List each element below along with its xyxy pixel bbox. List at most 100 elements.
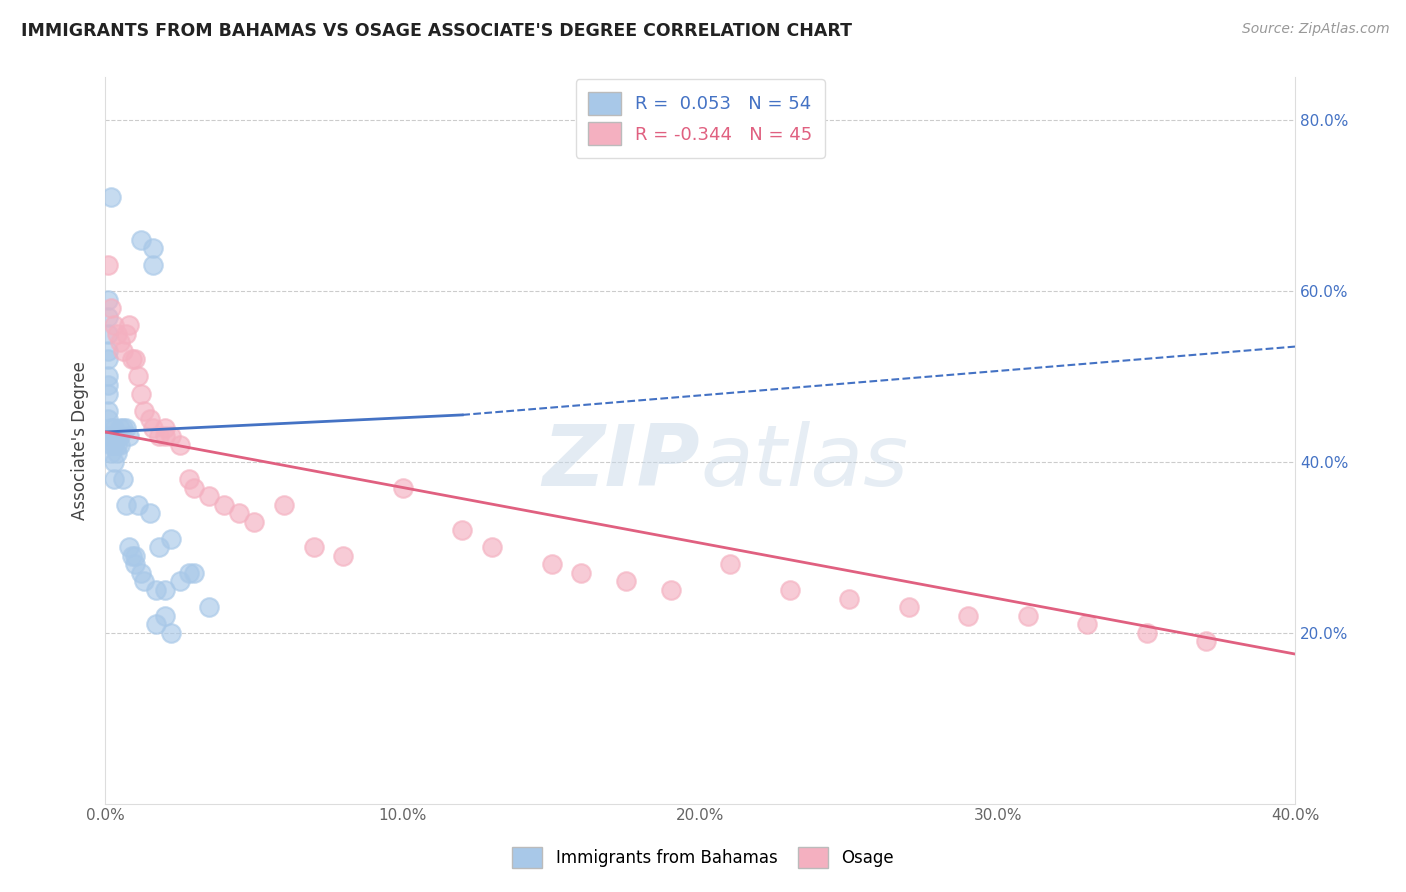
Point	[212, 498, 235, 512]
Point	[569, 566, 592, 580]
Point	[153, 608, 176, 623]
Point	[100, 301, 122, 315]
Point	[718, 558, 741, 572]
Point	[198, 489, 221, 503]
Text: IMMIGRANTS FROM BAHAMAS VS OSAGE ASSOCIATE'S DEGREE CORRELATION CHART: IMMIGRANTS FROM BAHAMAS VS OSAGE ASSOCIA…	[21, 22, 852, 40]
Point	[115, 326, 138, 341]
Point	[97, 378, 120, 392]
Point	[97, 343, 120, 358]
Point	[132, 403, 155, 417]
Text: atlas: atlas	[700, 421, 908, 504]
Point	[97, 412, 120, 426]
Point	[115, 498, 138, 512]
Text: ZIP: ZIP	[543, 421, 700, 504]
Legend: Immigrants from Bahamas, Osage: Immigrants from Bahamas, Osage	[506, 840, 900, 875]
Point	[105, 438, 128, 452]
Point	[183, 566, 205, 580]
Point	[108, 335, 131, 350]
Point	[118, 318, 141, 333]
Point	[121, 352, 143, 367]
Point	[1017, 608, 1039, 623]
Point	[169, 438, 191, 452]
Point	[153, 429, 176, 443]
Point	[115, 421, 138, 435]
Point	[302, 541, 325, 555]
Point	[145, 582, 167, 597]
Point	[177, 566, 200, 580]
Point	[97, 403, 120, 417]
Point	[97, 429, 120, 443]
Point	[127, 498, 149, 512]
Point	[159, 532, 181, 546]
Point	[132, 574, 155, 589]
Point	[100, 421, 122, 435]
Point	[142, 241, 165, 255]
Point	[451, 523, 474, 537]
Point	[169, 574, 191, 589]
Point	[118, 541, 141, 555]
Point	[105, 429, 128, 443]
Point	[112, 421, 135, 435]
Point	[97, 386, 120, 401]
Point	[659, 582, 682, 597]
Point	[332, 549, 354, 563]
Point	[142, 259, 165, 273]
Point	[97, 326, 120, 341]
Point	[779, 582, 801, 597]
Point	[139, 412, 162, 426]
Point	[97, 293, 120, 307]
Point	[97, 352, 120, 367]
Point	[100, 446, 122, 460]
Point	[159, 429, 181, 443]
Point	[129, 566, 152, 580]
Point	[97, 259, 120, 273]
Point	[148, 429, 170, 443]
Point	[145, 617, 167, 632]
Point	[198, 600, 221, 615]
Point	[177, 472, 200, 486]
Point	[103, 472, 125, 486]
Text: Source: ZipAtlas.com: Source: ZipAtlas.com	[1241, 22, 1389, 37]
Point	[118, 429, 141, 443]
Point	[100, 190, 122, 204]
Legend: R =  0.053   N = 54, R = -0.344   N = 45: R = 0.053 N = 54, R = -0.344 N = 45	[575, 79, 825, 158]
Point	[103, 455, 125, 469]
Point	[391, 481, 413, 495]
Point	[957, 608, 980, 623]
Point	[228, 506, 250, 520]
Point	[100, 438, 122, 452]
Point	[148, 541, 170, 555]
Point	[1195, 634, 1218, 648]
Point	[614, 574, 637, 589]
Y-axis label: Associate's Degree: Associate's Degree	[72, 361, 89, 520]
Point	[127, 369, 149, 384]
Point	[142, 421, 165, 435]
Point	[112, 472, 135, 486]
Point	[100, 429, 122, 443]
Point	[129, 233, 152, 247]
Point	[1076, 617, 1098, 632]
Point	[481, 541, 503, 555]
Point	[108, 421, 131, 435]
Point	[108, 429, 131, 443]
Point	[112, 343, 135, 358]
Point	[124, 549, 146, 563]
Point	[124, 352, 146, 367]
Point	[838, 591, 860, 606]
Point	[139, 506, 162, 520]
Point	[153, 582, 176, 597]
Point	[1136, 625, 1159, 640]
Point	[183, 481, 205, 495]
Point	[153, 421, 176, 435]
Point	[103, 438, 125, 452]
Point	[124, 558, 146, 572]
Point	[540, 558, 562, 572]
Point	[108, 438, 131, 452]
Point	[273, 498, 295, 512]
Point	[103, 318, 125, 333]
Point	[103, 421, 125, 435]
Point	[103, 429, 125, 443]
Point	[159, 625, 181, 640]
Point	[243, 515, 266, 529]
Point	[129, 386, 152, 401]
